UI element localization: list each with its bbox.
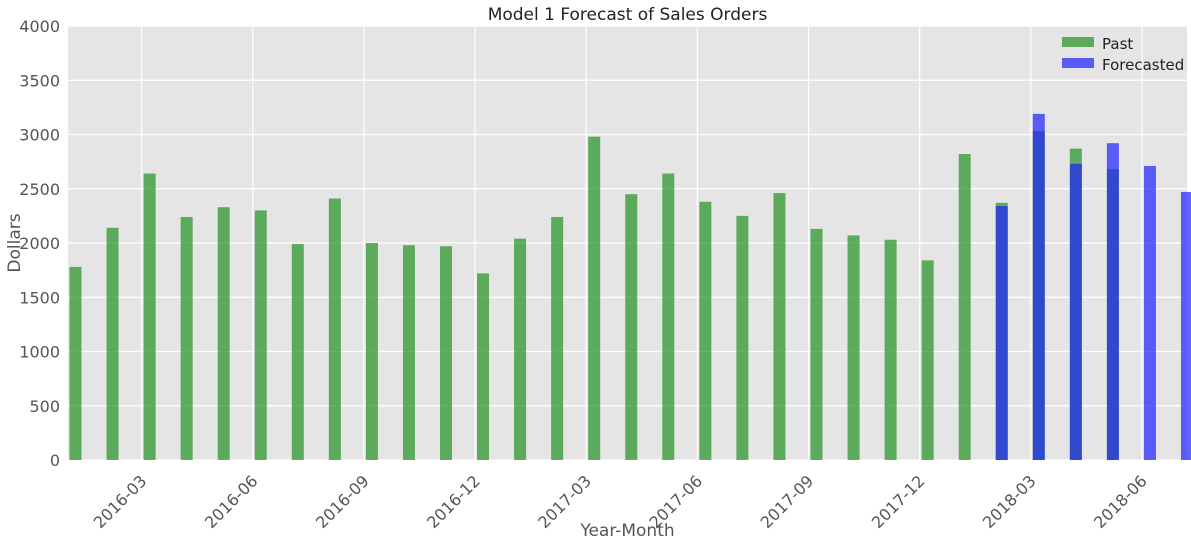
x-tick-label: 2018-03 [979, 471, 1040, 532]
y-tick-label: 2500 [19, 180, 60, 199]
bar-past-2017-06 [699, 201, 712, 460]
bar-past-2017-04 [625, 194, 638, 461]
y-tick-label: 1500 [19, 288, 60, 307]
bar-forecasted-2018-04 [1069, 163, 1082, 461]
y-tick-label: 3500 [19, 71, 60, 90]
y-tick-label: 1000 [19, 343, 60, 362]
y-tick-label: 500 [29, 397, 60, 416]
bar-past-2017-02 [551, 216, 564, 460]
y-tick-label: 4000 [19, 17, 60, 36]
bar-past-2017-08 [773, 193, 786, 460]
bar-past-2017-09 [810, 228, 823, 460]
bar-forecasted-2018-02 [995, 206, 1008, 460]
bar-forecasted-2018-06 [1143, 165, 1156, 460]
bar-past-2016-06 [254, 210, 267, 460]
legend: Past Forecasted [1062, 35, 1184, 74]
x-tick-label: 2016-03 [90, 471, 151, 532]
legend-label-past: Past [1102, 35, 1133, 53]
bar-past-2016-11 [440, 246, 452, 460]
bar-past-2017-01 [514, 238, 527, 460]
legend-swatch-forecasted [1062, 58, 1094, 68]
x-tick-label: 2016-06 [201, 471, 262, 532]
y-tick-label: 0 [50, 451, 60, 470]
x-tick-label: 2017-12 [868, 471, 929, 532]
bar-past-2016-08 [328, 198, 341, 460]
chart-title: Model 1 Forecast of Sales Orders [488, 5, 768, 25]
bar-past-2016-01 [69, 266, 82, 460]
bar-past-2016-12 [477, 273, 490, 460]
bar-past-2016-03 [143, 173, 156, 460]
bar-past-2016-04 [180, 216, 193, 460]
y-tick-label: 3000 [19, 126, 60, 145]
bar-past-2018-01 [958, 154, 971, 460]
bar-past-2017-07 [736, 215, 749, 460]
bar-past-2017-12 [921, 260, 934, 460]
x-tick-label: 2016-09 [312, 471, 373, 532]
x-tick-label: 2016-12 [423, 471, 484, 532]
bar-past-2016-10 [402, 245, 415, 460]
legend-swatch-past [1062, 37, 1094, 47]
legend-label-forecasted: Forecasted [1102, 56, 1184, 74]
x-tick-label: 2018-06 [1090, 471, 1151, 532]
bar-past-2016-09 [365, 243, 378, 460]
bar-past-2016-05 [217, 207, 230, 460]
bar-forecasted-2018-05 [1106, 143, 1119, 460]
bar-past-2017-10 [847, 235, 860, 460]
bars [69, 113, 1191, 461]
y-axis-ticks: 0 500 1000 1500 2000 2500 3000 3500 4000 [19, 17, 60, 470]
bar-past-2017-03 [588, 136, 601, 461]
x-tick-label: 2017-09 [757, 471, 818, 532]
y-tick-label: 2000 [19, 234, 60, 253]
bar-past-2016-02 [106, 227, 119, 460]
bar-past-2017-11 [884, 239, 897, 460]
bar-forecasted-2018-07 [1181, 192, 1191, 460]
bar-past-2017-05 [662, 173, 675, 460]
x-axis-label: Year-Month [579, 521, 674, 541]
y-axis-label: Dollars [5, 213, 25, 272]
bar-forecasted-2018-03 [1032, 113, 1045, 460]
bar-past-2016-07 [291, 244, 304, 460]
